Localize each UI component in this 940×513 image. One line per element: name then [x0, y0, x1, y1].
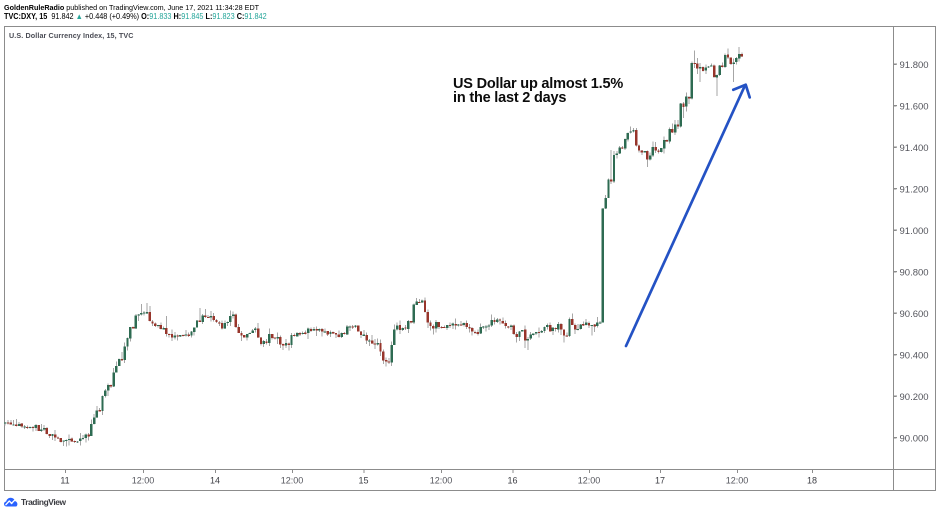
svg-text:90.600: 90.600	[900, 309, 929, 320]
svg-text:90.400: 90.400	[900, 351, 929, 362]
svg-text:91.000: 91.000	[900, 226, 929, 237]
svg-text:12:00: 12:00	[726, 476, 749, 486]
svg-text:12:00: 12:00	[281, 476, 304, 486]
svg-text:91.600: 91.600	[900, 102, 929, 113]
svg-text:91.800: 91.800	[900, 60, 929, 71]
svg-text:90.800: 90.800	[900, 268, 929, 279]
svg-text:12:00: 12:00	[430, 476, 453, 486]
svg-text:14: 14	[210, 476, 220, 486]
svg-text:11: 11	[60, 476, 69, 486]
svg-text:16: 16	[507, 476, 517, 486]
svg-text:90.000: 90.000	[900, 434, 929, 445]
svg-text:90.200: 90.200	[900, 392, 929, 403]
svg-text:12:00: 12:00	[578, 476, 601, 486]
svg-text:91.400: 91.400	[900, 143, 929, 154]
svg-text:17: 17	[655, 476, 665, 486]
svg-text:15: 15	[358, 476, 368, 486]
svg-text:18: 18	[807, 476, 817, 486]
svg-text:12:00: 12:00	[132, 476, 155, 486]
svg-text:91.200: 91.200	[900, 185, 929, 196]
